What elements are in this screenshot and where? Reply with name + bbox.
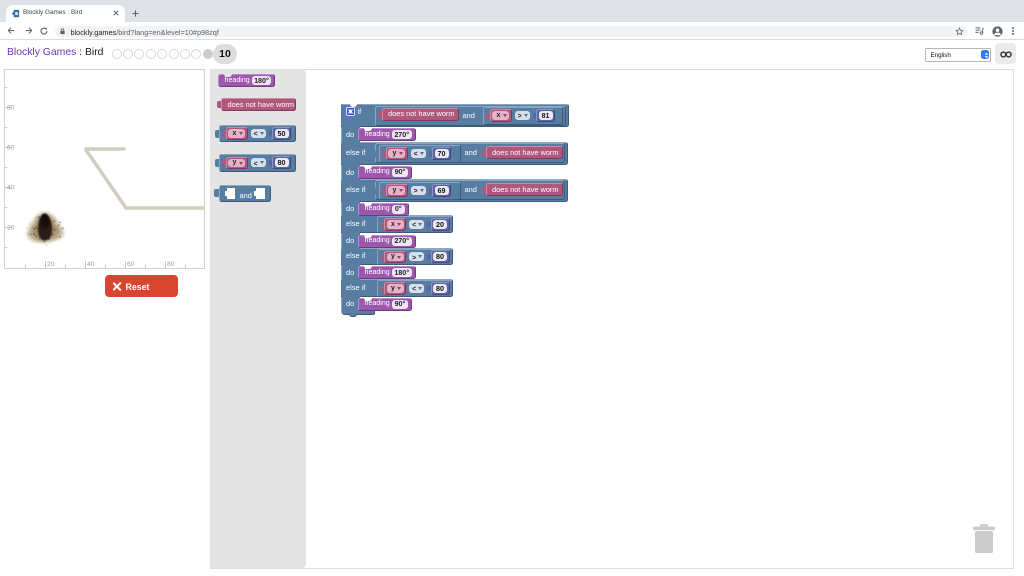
svg-text:80: 80 — [7, 105, 15, 112]
svg-text:60: 60 — [7, 145, 15, 152]
svg-text:40: 40 — [7, 185, 15, 192]
svg-text:20: 20 — [47, 261, 55, 268]
svg-text:60: 60 — [127, 261, 135, 268]
svg-text:80: 80 — [167, 261, 175, 268]
svg-text:40: 40 — [87, 261, 95, 268]
svg-text:20: 20 — [7, 225, 15, 232]
